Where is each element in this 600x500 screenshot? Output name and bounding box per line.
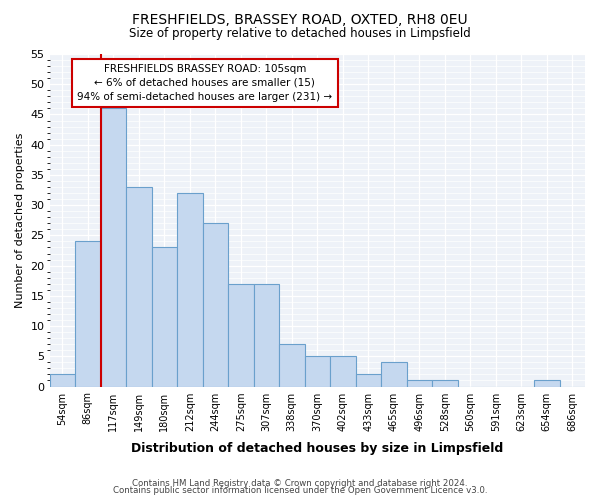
Bar <box>50 374 75 386</box>
Bar <box>279 344 305 387</box>
Y-axis label: Number of detached properties: Number of detached properties <box>15 132 25 308</box>
Text: Contains public sector information licensed under the Open Government Licence v3: Contains public sector information licen… <box>113 486 487 495</box>
X-axis label: Distribution of detached houses by size in Limpsfield: Distribution of detached houses by size … <box>131 442 503 455</box>
Bar <box>330 356 356 386</box>
Bar <box>356 374 381 386</box>
Bar <box>254 284 279 387</box>
Bar <box>228 284 254 387</box>
Text: FRESHFIELDS, BRASSEY ROAD, OXTED, RH8 0EU: FRESHFIELDS, BRASSEY ROAD, OXTED, RH8 0E… <box>132 12 468 26</box>
Bar <box>305 356 330 386</box>
Text: Size of property relative to detached houses in Limpsfield: Size of property relative to detached ho… <box>129 28 471 40</box>
Bar <box>177 193 203 386</box>
Bar <box>407 380 432 386</box>
Text: FRESHFIELDS BRASSEY ROAD: 105sqm
← 6% of detached houses are smaller (15)
94% of: FRESHFIELDS BRASSEY ROAD: 105sqm ← 6% of… <box>77 64 332 102</box>
Bar <box>381 362 407 386</box>
Text: Contains HM Land Registry data © Crown copyright and database right 2024.: Contains HM Land Registry data © Crown c… <box>132 478 468 488</box>
Bar <box>126 187 152 386</box>
Bar <box>432 380 458 386</box>
Bar <box>75 242 101 386</box>
Bar <box>152 248 177 386</box>
Bar <box>203 224 228 386</box>
Bar <box>534 380 560 386</box>
Bar <box>101 108 126 386</box>
